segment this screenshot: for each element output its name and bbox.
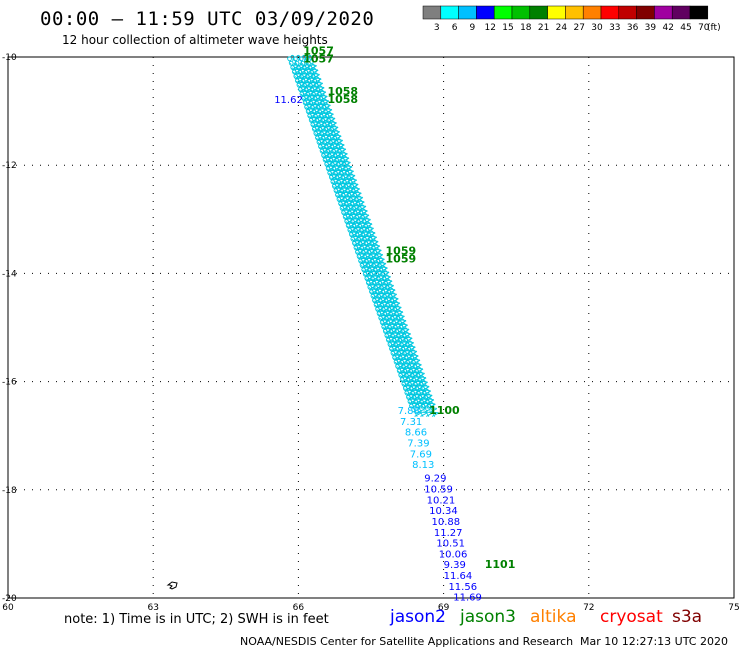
swh-label: 10.88 bbox=[432, 517, 461, 528]
x-tick-label: 72 bbox=[583, 603, 594, 613]
legend-label: 3 bbox=[434, 23, 440, 33]
time-label: 1058 bbox=[327, 93, 358, 106]
swh-label: 7.31 bbox=[400, 417, 422, 428]
legend-label: 9 bbox=[470, 23, 476, 33]
swh-label: 11.69 bbox=[453, 593, 482, 604]
swh-label: 9.39 bbox=[444, 560, 466, 571]
time-label: 1101 bbox=[485, 558, 516, 571]
color-scale-legend: 3 6 9 12 15 18 21 24 27 30 33 36 39 42 45 70(ft) bbox=[422, 5, 721, 33]
legend-label: 42 bbox=[662, 23, 673, 33]
swh-label: 7.88 bbox=[398, 406, 420, 417]
legend-swatch bbox=[636, 5, 655, 20]
y-tick-label: -12 bbox=[2, 161, 17, 171]
legend-label: 6 bbox=[452, 23, 458, 33]
legend-label: 12 bbox=[484, 23, 495, 33]
x-tick-label: 63 bbox=[147, 603, 158, 613]
y-tick-label: -20 bbox=[2, 594, 17, 604]
legend-label: 36 bbox=[627, 23, 639, 33]
graticule bbox=[8, 57, 734, 598]
time-label: 1057 bbox=[303, 52, 334, 65]
swh-label: 10.34 bbox=[429, 506, 458, 517]
axis-tick-labels: 60 63 66 69 72 75 -10 -12 -14 -16 -18 -20 bbox=[2, 53, 740, 613]
time-label: 1059 bbox=[386, 244, 417, 257]
swh-label: 7.39 bbox=[407, 439, 429, 450]
timestamp-text: Mar 10 12:27:13 UTC 2020 bbox=[580, 635, 728, 648]
swh-label: 8.66 bbox=[405, 428, 427, 439]
legend-label: 30 bbox=[591, 23, 603, 33]
legend-label: 18 bbox=[520, 23, 532, 33]
swh-label: 8.13 bbox=[412, 460, 434, 471]
legend-swatch bbox=[493, 5, 513, 20]
legend-swatch bbox=[422, 5, 442, 20]
legend-swatch bbox=[582, 5, 602, 20]
legend-swatch bbox=[476, 5, 495, 20]
legend-label: 27 bbox=[573, 23, 584, 33]
mission-label: s3a bbox=[672, 607, 703, 627]
legend-label: 45 bbox=[680, 23, 691, 33]
legend-label: 15 bbox=[502, 23, 513, 33]
y-tick-label: -10 bbox=[2, 53, 17, 63]
footer-note: note: 1) Time is in UTC; 2) SWH is in fe… bbox=[64, 612, 329, 627]
swh-label: 10.21 bbox=[427, 495, 456, 506]
island-shape bbox=[166, 581, 178, 590]
x-tick-label: 69 bbox=[438, 603, 450, 613]
legend-swatch bbox=[618, 5, 637, 20]
legend-swatch bbox=[547, 5, 566, 20]
legend-swatch bbox=[565, 5, 584, 20]
swh-label: 11.64 bbox=[444, 571, 473, 582]
x-tick-label: 60 bbox=[2, 603, 14, 613]
mission-label: jason2 bbox=[390, 607, 446, 627]
legend-label: 33 bbox=[609, 23, 620, 33]
swh-label: 10.59 bbox=[424, 485, 453, 496]
y-tick-label: -14 bbox=[2, 269, 17, 279]
legend-swatch bbox=[654, 5, 673, 20]
legend-swatch bbox=[689, 5, 709, 20]
y-tick-label: -16 bbox=[2, 378, 17, 388]
legend-swatch bbox=[458, 5, 477, 20]
legend-swatch bbox=[511, 5, 531, 20]
swh-label: 11.56 bbox=[448, 582, 477, 593]
legend-label: 24 bbox=[556, 23, 568, 33]
credit-text: NOAA/NESDIS Center for Satellite Applica… bbox=[240, 635, 574, 648]
legend-swatch bbox=[671, 5, 691, 20]
y-tick-label: -18 bbox=[2, 486, 17, 496]
legend-label: 21 bbox=[538, 23, 549, 33]
swh-label: 10.51 bbox=[436, 539, 465, 550]
mission-label: altika bbox=[530, 607, 577, 627]
legend-swatch bbox=[529, 5, 548, 20]
legend-label: 39 bbox=[645, 23, 657, 33]
time-label: 1058 bbox=[327, 85, 358, 98]
mission-label: cryosat bbox=[600, 607, 663, 627]
map-frame bbox=[7, 56, 735, 599]
swh-label: 7.69 bbox=[410, 449, 432, 460]
legend-unit: (ft) bbox=[707, 23, 721, 33]
mission-label: jason3 bbox=[460, 607, 516, 627]
subtitle: 12 hour collection of altimeter wave hei… bbox=[62, 33, 328, 47]
time-label: 1100 bbox=[429, 404, 460, 417]
legend-swatch bbox=[600, 5, 620, 20]
legend-label: 70 bbox=[698, 23, 710, 33]
satellite-track: 8.48.48.48.48.48.48.48.48.48.48.48.48.48… bbox=[284, 53, 440, 419]
time-label: 1057 bbox=[303, 44, 334, 57]
legend-swatch bbox=[440, 5, 459, 20]
x-tick-label: 66 bbox=[293, 603, 305, 613]
swh-label: 11.62 bbox=[274, 95, 303, 106]
swh-label: 10.06 bbox=[439, 549, 468, 560]
swh-label: 11.27 bbox=[434, 528, 463, 539]
time-label: 1059 bbox=[386, 253, 417, 266]
swh-label: 9.29 bbox=[424, 474, 446, 485]
x-tick-label: 75 bbox=[728, 603, 739, 613]
title: 00:00 — 11:59 UTC 03/09/2020 bbox=[40, 8, 375, 30]
